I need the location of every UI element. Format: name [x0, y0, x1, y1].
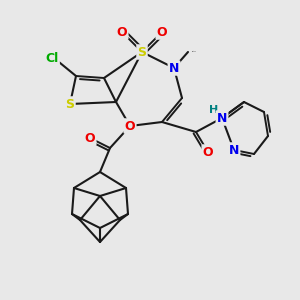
Text: S: S	[137, 46, 146, 59]
Text: H: H	[209, 105, 219, 115]
Text: N: N	[217, 112, 227, 124]
Text: N: N	[229, 143, 239, 157]
Text: O: O	[125, 119, 135, 133]
Text: O: O	[85, 131, 95, 145]
Text: Cl: Cl	[45, 52, 58, 64]
Text: N: N	[169, 61, 179, 74]
Text: O: O	[117, 26, 127, 38]
Text: O: O	[157, 26, 167, 38]
Text: methyl: methyl	[192, 51, 197, 52]
Text: O: O	[203, 146, 213, 158]
Text: S: S	[65, 98, 74, 110]
